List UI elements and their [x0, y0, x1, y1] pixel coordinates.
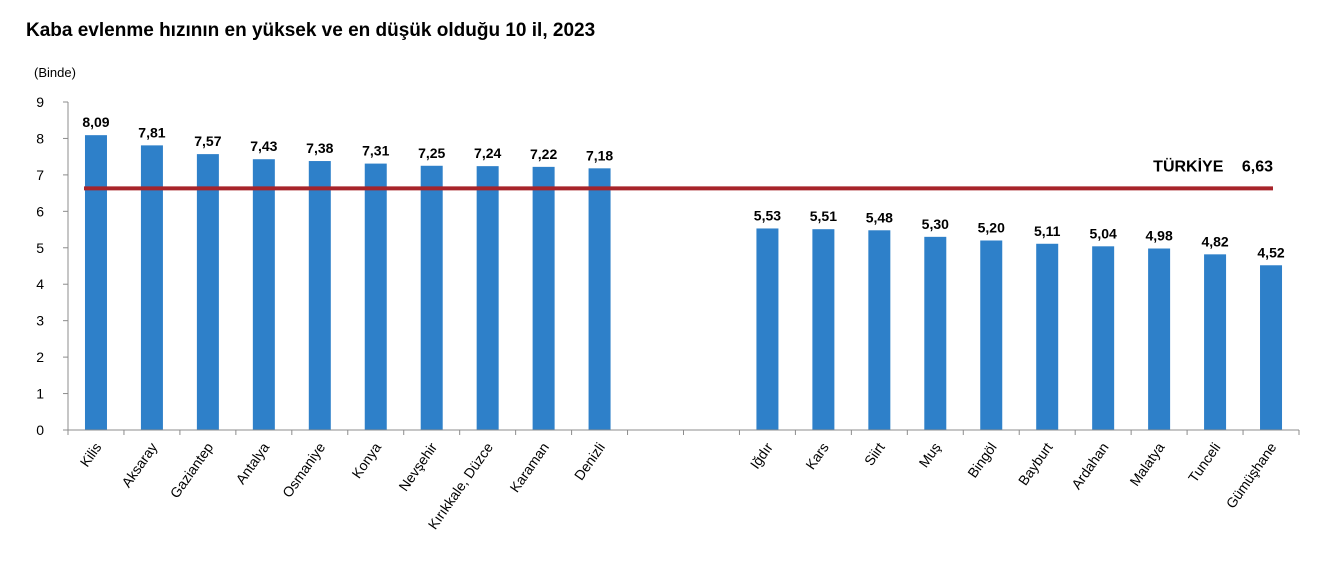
value-label: 5,30	[922, 216, 949, 232]
y-tick-label: 0	[36, 422, 44, 438]
category-label: Antalya	[232, 439, 272, 487]
bar	[1204, 254, 1227, 430]
value-label: 5,48	[866, 209, 893, 225]
category-label: Kars	[802, 440, 832, 473]
value-label: 7,38	[306, 140, 333, 156]
y-tick-label: 3	[36, 313, 44, 329]
value-labels: 8,09 7,81 7,57 7,43 7,38 7,31 7,25 7,24 7,22 7,18…	[82, 114, 1285, 260]
value-label: 4,82	[1201, 233, 1228, 249]
category-label: Karaman	[506, 440, 552, 496]
category-label: Osmaniye	[279, 439, 328, 500]
bar	[196, 154, 219, 431]
value-label: 4,52	[1257, 244, 1284, 260]
y-tick-label: 6	[36, 203, 44, 219]
bar	[980, 240, 1003, 430]
bar	[868, 230, 891, 430]
category-label: Denizli	[571, 440, 608, 484]
reference-group: TÜRKİYE 6,63	[84, 156, 1273, 191]
category-label: Bingöl	[964, 440, 999, 481]
category-label: Siirt	[861, 439, 888, 468]
y-tick-label: 4	[36, 276, 44, 292]
category-label: Muş	[915, 440, 943, 471]
bar	[532, 166, 555, 431]
y-tick-label: 7	[36, 167, 44, 183]
category-label: Malatya	[1126, 439, 1167, 489]
value-label: 5,20	[978, 219, 1005, 235]
y-axis-ticks: 0 1 2 3 4 5 6 7 8 9	[36, 94, 68, 438]
value-label: 7,25	[418, 145, 445, 161]
axes	[67, 102, 1300, 435]
value-label: 7,22	[530, 146, 557, 162]
chart-title: Kaba evlenme hızının en yüksek ve en düş…	[26, 20, 596, 41]
value-label: 7,43	[250, 138, 277, 154]
category-label: Gümüşhane	[1223, 439, 1280, 511]
bar	[252, 159, 275, 430]
bar	[1036, 243, 1059, 430]
bar	[140, 145, 163, 430]
category-label: Bayburt	[1015, 439, 1056, 488]
bar	[756, 228, 779, 430]
bar	[420, 165, 443, 430]
bars	[84, 135, 1283, 431]
category-label: Ardahan	[1068, 440, 1111, 493]
value-label: 4,98	[1145, 228, 1172, 244]
y-tick-label: 2	[36, 349, 44, 365]
value-label: 7,24	[474, 145, 501, 161]
category-labels: Kilis Aksaray Gaziantep Antalya Osmaniye Kony…	[77, 439, 1280, 532]
category-label: Kilis	[77, 440, 105, 470]
value-label: 7,18	[586, 147, 613, 163]
y-tick-label: 1	[36, 386, 44, 402]
bar	[812, 229, 835, 430]
value-label: 7,81	[138, 124, 165, 140]
value-label: 5,04	[1090, 225, 1117, 241]
value-label: 7,31	[362, 143, 389, 159]
value-label: 5,51	[810, 208, 837, 224]
y-tick-label: 9	[36, 94, 44, 110]
category-label: Aksaray	[118, 440, 160, 491]
bar	[1148, 248, 1171, 430]
bar	[1092, 246, 1115, 430]
bar	[476, 166, 499, 431]
bar	[364, 163, 387, 430]
y-tick-label: 8	[36, 130, 44, 146]
value-label: 5,53	[754, 207, 781, 223]
bar	[308, 161, 331, 431]
y-axis-label: (Binde)	[34, 65, 76, 80]
bar	[588, 168, 611, 430]
category-label: Tunceli	[1185, 440, 1224, 486]
category-label: Nevşehir	[395, 439, 440, 494]
reference-label-value: 6,63	[1242, 158, 1273, 175]
value-label: 7,57	[194, 133, 221, 149]
reference-label-name: TÜRKİYE	[1153, 156, 1224, 175]
category-label: Gaziantep	[167, 439, 217, 501]
y-tick-label: 5	[36, 240, 44, 256]
bar	[1260, 265, 1283, 430]
bar	[84, 135, 107, 431]
bar	[924, 236, 947, 430]
category-label: Konya	[348, 439, 384, 481]
category-label: Iğdır	[747, 439, 776, 471]
value-label: 5,11	[1034, 223, 1061, 239]
value-label: 8,09	[82, 114, 109, 130]
reference-label: TÜRKİYE 6,63	[1153, 156, 1273, 175]
